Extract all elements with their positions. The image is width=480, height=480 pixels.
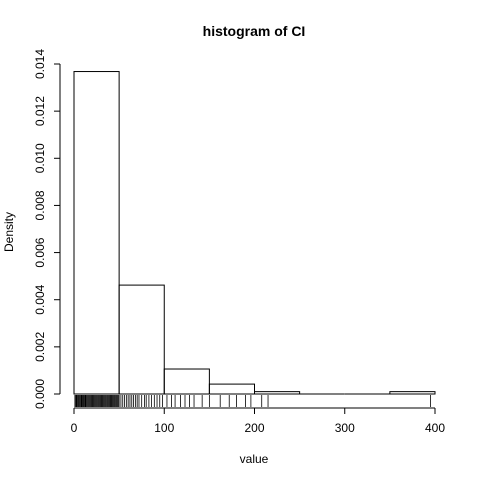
x-axis: 0 100 200 300 400: [71, 407, 445, 435]
x-axis-label: value: [240, 452, 269, 466]
x-tick-label: 200: [244, 421, 264, 435]
x-tick-label: 300: [335, 421, 355, 435]
histogram-bar: [118, 284, 165, 395]
histogram-bar: [254, 391, 301, 395]
y-axis-label: Density: [2, 212, 16, 252]
histogram-bar: [73, 71, 120, 395]
x-tick-label: 0: [71, 421, 78, 435]
chart-title: histogram of CI: [203, 23, 306, 39]
histogram-bar: [208, 383, 255, 395]
y-tick-label: 0.014: [33, 49, 47, 79]
y-tick-label: 0.010: [33, 143, 47, 173]
x-tick-label: 400: [425, 421, 445, 435]
y-tick-label: 0.004: [33, 284, 47, 314]
y-tick-label: 0.012: [33, 96, 47, 126]
y-axis: 0.000 0.002 0.004 0.006 0.008 0.010 0.012 0.014: [33, 49, 61, 409]
y-tick-label: 0.002: [33, 332, 47, 362]
y-tick-label: 0.006: [33, 237, 47, 267]
histogram-bar: [163, 368, 210, 395]
histogram-bar: [389, 391, 436, 395]
x-tick-label: 100: [154, 421, 174, 435]
bars-group: [73, 71, 436, 395]
y-tick-label: 0.000: [33, 379, 47, 409]
y-tick-label: 0.008: [33, 190, 47, 220]
rug-group: [74, 395, 431, 407]
